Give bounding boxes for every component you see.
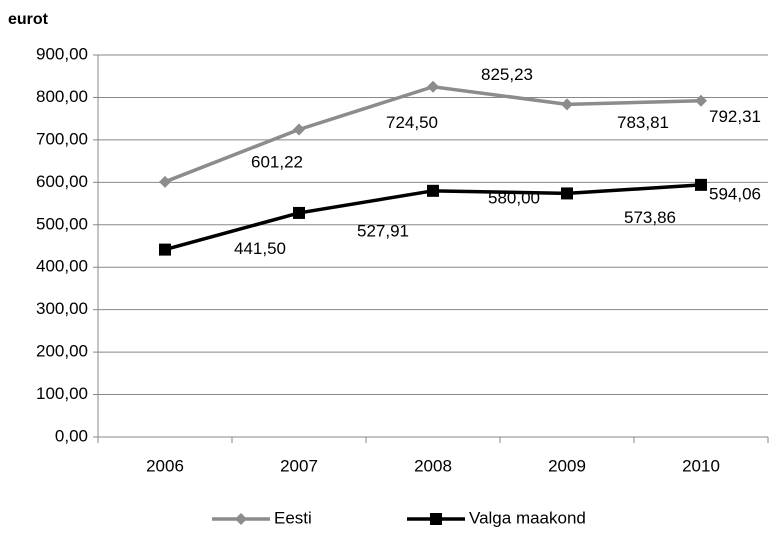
x-tick-label: 2006: [146, 456, 184, 475]
legend-label: Eesti: [274, 508, 312, 527]
y-tick-label: 300,00: [36, 299, 88, 318]
data-point: [293, 206, 305, 219]
y-tick-label: 500,00: [36, 214, 88, 233]
y-tick-label: 900,00: [36, 44, 88, 63]
y-tick-label: 600,00: [36, 172, 88, 191]
data-label: 580,00: [488, 188, 540, 207]
data-point: [427, 80, 439, 93]
data-point: [695, 94, 707, 107]
data-label: 792,31: [709, 107, 761, 126]
legend-label: Valga maakond: [469, 508, 586, 527]
data-label: 594,06: [709, 184, 761, 203]
data-label: 724,50: [386, 113, 438, 132]
y-tick-label: 800,00: [36, 87, 88, 106]
data-point: [427, 184, 439, 197]
data-point: [561, 98, 573, 111]
data-point: [159, 243, 171, 256]
y-tick-label: 200,00: [36, 342, 88, 361]
data-label: 825,23: [481, 65, 533, 84]
y-tick-label: 0,00: [55, 426, 88, 445]
x-tick-label: 2008: [414, 456, 452, 475]
y-tick-label: 100,00: [36, 384, 88, 403]
data-label: 527,91: [357, 221, 409, 240]
data-point: [695, 178, 707, 191]
data-label: 573,86: [624, 208, 676, 227]
data-label: 441,50: [234, 239, 286, 258]
data-point: [561, 187, 573, 200]
legend-marker: [430, 513, 442, 525]
x-tick-label: 2010: [682, 456, 720, 475]
data-point: [159, 175, 171, 188]
data-label: 601,22: [251, 152, 303, 171]
series-line: [164, 84, 702, 184]
x-tick-label: 2009: [548, 456, 586, 475]
chart-title: eurot: [8, 11, 49, 28]
x-tick-label: 2007: [280, 456, 318, 475]
data-label: 783,81: [617, 113, 669, 132]
y-tick-label: 400,00: [36, 257, 88, 276]
data-point: [293, 123, 305, 136]
legend-marker: [235, 513, 247, 525]
y-tick-label: 700,00: [36, 129, 88, 148]
